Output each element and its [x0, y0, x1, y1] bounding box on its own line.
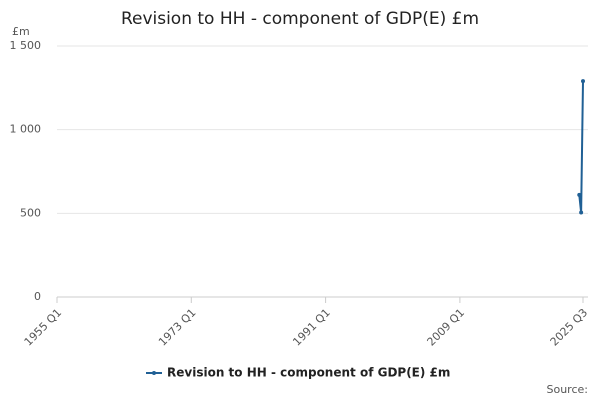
point	[579, 210, 584, 215]
y-tick-label: 1 500	[10, 39, 42, 52]
chart-title: Revision to HH - component of GDP(E) £m	[121, 9, 479, 29]
y-tick-label: 500	[20, 206, 41, 219]
y-axis-unit: £m	[12, 25, 30, 38]
y-tick-label: 1 000	[10, 123, 42, 136]
x-tick-label: 1973 Q1	[156, 306, 199, 349]
source: Source:	[547, 383, 589, 396]
point	[577, 192, 582, 197]
x-tick-label: 1991 Q1	[290, 306, 333, 349]
x-tick-label: 1955 Q1	[22, 306, 65, 349]
x-tick-label: 2009 Q1	[425, 306, 468, 349]
legend-label: Revision to HH - component of GDP(E) £m	[167, 366, 450, 380]
line	[578, 81, 584, 213]
x-tick-label: 2025 Q3	[548, 306, 591, 349]
legend-marker	[152, 371, 156, 375]
y-tick-label: 0	[34, 290, 41, 303]
point	[581, 79, 585, 84]
